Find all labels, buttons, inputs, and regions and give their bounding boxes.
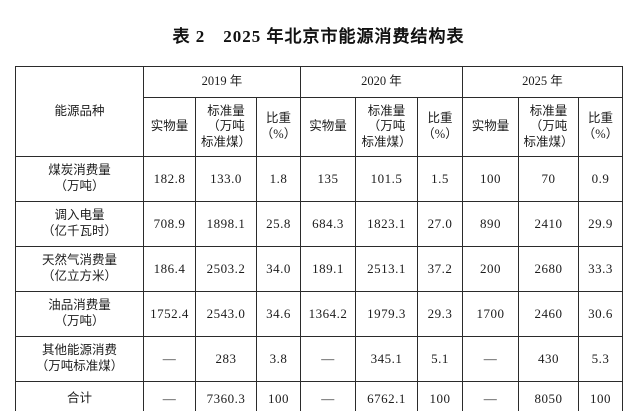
header-sub-row: 实物量 标准量 （万吨 标准煤） 比重 （%） 实物量 标准量 （万吨 标准煤）… (16, 97, 623, 157)
table-cell: 200 (462, 246, 519, 292)
row-label: 调入电量 （亿千瓦时） (15, 201, 144, 247)
table-cell: 430 (518, 336, 579, 382)
header-year-row: 能源品种 2019 年 2020 年 2025 年 (15, 66, 623, 157)
table-cell: 101.5 (355, 156, 418, 202)
table-cell: 100 (462, 156, 519, 202)
table-cell: 100 (256, 381, 301, 411)
table-cell: — (143, 336, 196, 382)
table-cell: 100 (417, 381, 463, 411)
header-energy-type: 能源品种 (15, 66, 144, 157)
table-cell: 189.1 (300, 246, 356, 292)
table-cell: 283 (195, 336, 257, 382)
table-row: 煤炭消费量 （万吨） 182.8 133.0 1.8 135 101.5 1.5 100 70 0… (15, 156, 623, 202)
energy-consumption-table: 能源品种 2019 年 2020 年 2025 年 实物量 标准量 （万吨 标准… (15, 66, 623, 411)
table-cell: — (462, 336, 519, 382)
table-cell: 5.1 (417, 336, 463, 382)
table-cell: — (300, 381, 356, 411)
table-row: 油品消费量 （万吨） 1752.4 2543.0 34.6 1364.2 1979.3 29… (15, 291, 623, 337)
table-cell: 100 (578, 381, 623, 411)
table-cell: 1823.1 (355, 201, 418, 247)
table-cell: — (300, 336, 356, 382)
row-label: 合计 (15, 381, 144, 411)
header-year-2019: 2019 年 (143, 66, 301, 98)
table-cell: 34.0 (256, 246, 301, 292)
table-cell: 1.8 (256, 156, 301, 202)
table-cell: 1700 (462, 291, 519, 337)
table-row: 天然气消费量 （亿立方米） 186.4 2503.2 34.0 189.1 2513.1 3… (15, 246, 623, 292)
table-cell: 2460 (518, 291, 579, 337)
header-year-2020: 2020 年 (300, 66, 463, 98)
table-cell: 1364.2 (300, 291, 356, 337)
row-label: 天然气消费量 （亿立方米） (15, 246, 144, 292)
table-cell: 3.8 (256, 336, 301, 382)
table-cell: 1898.1 (195, 201, 257, 247)
table-cell: 890 (462, 201, 519, 247)
table-cell: — (462, 381, 519, 411)
table-cell: 0.9 (578, 156, 623, 202)
header-standard-2020: 标准量 （万吨 标准煤） (355, 97, 418, 157)
header-physical-2020: 实物量 (300, 97, 356, 157)
table-row: 合计 —7360.3 100—6762.1 100—8050 100 (15, 381, 623, 411)
row-label: 煤炭消费量 （万吨） (15, 156, 144, 202)
table-cell: 135 (300, 156, 356, 202)
table-cell: 37.2 (417, 246, 463, 292)
table-cell: 1979.3 (355, 291, 418, 337)
table-cell: 34.6 (256, 291, 301, 337)
table-cell: 30.6 (578, 291, 623, 337)
table-cell: 5.3 (578, 336, 623, 382)
table-row: 调入电量 （亿千瓦时） 708.9 1898.1 25.8 684.3 1823.1 27.… (15, 201, 623, 247)
header-standard-2019: 标准量 （万吨 标准煤） (195, 97, 257, 157)
table-cell: 2513.1 (355, 246, 418, 292)
row-label: 油品消费量 （万吨） (15, 291, 144, 337)
table-cell: — (143, 381, 196, 411)
table-cell: 8050 (518, 381, 579, 411)
table-cell: 2503.2 (195, 246, 257, 292)
header-share-2019: 比重 （%） (256, 97, 301, 157)
header-year-2025: 2025 年 (462, 66, 623, 98)
row-label: 其他能源消费 （万吨标准煤） (15, 336, 144, 382)
table-cell: 2410 (518, 201, 579, 247)
table-cell: 708.9 (143, 201, 196, 247)
table-caption: 表 2 2025 年北京市能源消费结构表 (172, 27, 465, 46)
header-physical-2025: 实物量 (462, 97, 519, 157)
table-cell: 1.5 (417, 156, 463, 202)
table-row: 其他能源消费 （万吨标准煤） —283 3.8—345.1 5.1—430 5.3 (15, 336, 623, 382)
table-cell: 133.0 (195, 156, 257, 202)
header-physical-2019: 实物量 (143, 97, 196, 157)
table-cell: 182.8 (143, 156, 196, 202)
table-cell: 1752.4 (143, 291, 196, 337)
table-cell: 29.3 (417, 291, 463, 337)
table-cell: 29.9 (578, 201, 623, 247)
table-cell: 345.1 (355, 336, 418, 382)
table-cell: 33.3 (578, 246, 623, 292)
table-cell: 70 (518, 156, 579, 202)
table-cell: 2543.0 (195, 291, 257, 337)
table-cell: 186.4 (143, 246, 196, 292)
header-share-2020: 比重 （%） (417, 97, 463, 157)
table-cell: 25.8 (256, 201, 301, 247)
table-cell: 6762.1 (355, 381, 418, 411)
header-standard-2025: 标准量 （万吨 标准煤） (518, 97, 579, 157)
table-cell: 684.3 (300, 201, 356, 247)
table-cell: 2680 (518, 246, 579, 292)
header-share-2025: 比重 （%） (578, 97, 623, 157)
table-body: 煤炭消费量 （万吨） 182.8 133.0 1.8 135 101.5 1.5 100 70 0… (15, 156, 623, 411)
table-cell: 7360.3 (195, 381, 257, 411)
table-cell: 27.0 (417, 201, 463, 247)
